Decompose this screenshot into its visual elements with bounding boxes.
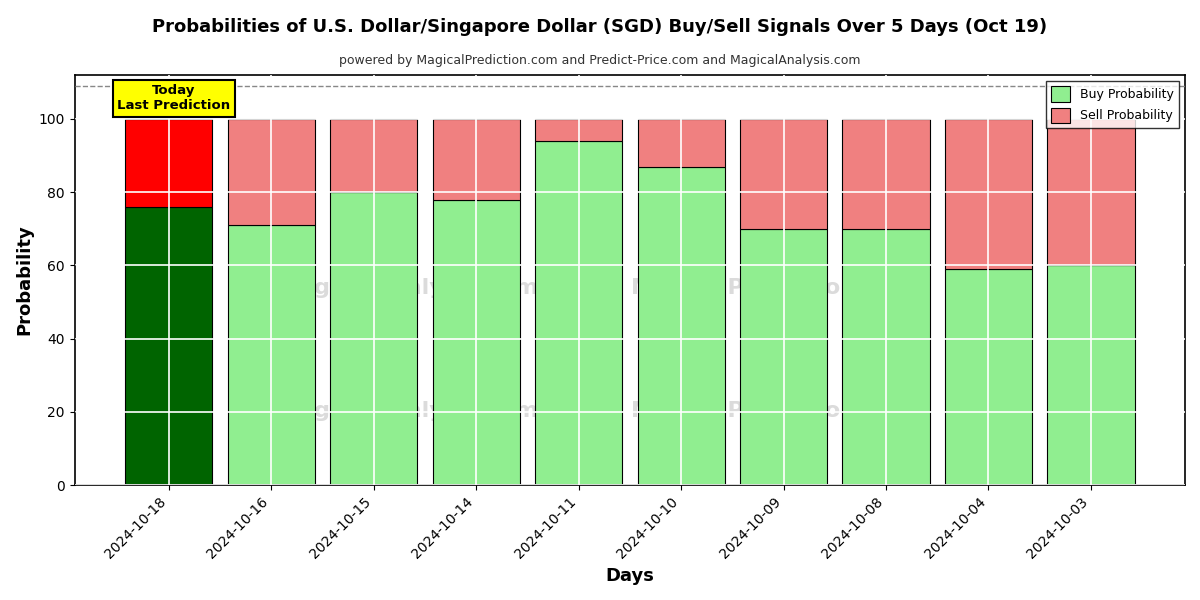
Bar (842, 119, 930, 229)
Text: MagicalPrediction.com: MagicalPrediction.com (631, 278, 917, 298)
Y-axis label: Probability: Probability (16, 225, 34, 335)
Bar (1048, 119, 1134, 265)
Bar (125, 119, 212, 207)
Legend: Buy Probability, Sell Probability: Buy Probability, Sell Probability (1046, 81, 1178, 128)
Bar (944, 119, 1032, 269)
Bar (1048, 265, 1134, 485)
Bar (842, 229, 930, 485)
Bar (944, 269, 1032, 485)
Text: powered by MagicalPrediction.com and Predict-Price.com and MagicalAnalysis.com: powered by MagicalPrediction.com and Pre… (340, 54, 860, 67)
Bar (535, 141, 622, 485)
Bar (330, 192, 418, 485)
Text: MagicalAnalysis.com: MagicalAnalysis.com (277, 401, 539, 421)
Bar (228, 225, 314, 485)
Bar (330, 119, 418, 192)
Bar (637, 119, 725, 167)
Bar (125, 207, 212, 485)
Bar (740, 229, 827, 485)
X-axis label: Days: Days (605, 567, 654, 585)
Bar (637, 167, 725, 485)
Bar (228, 119, 314, 225)
Bar (535, 119, 622, 141)
Bar (740, 119, 827, 229)
Text: Probabilities of U.S. Dollar/Singapore Dollar (SGD) Buy/Sell Signals Over 5 Days: Probabilities of U.S. Dollar/Singapore D… (152, 18, 1048, 36)
Text: MagicalPrediction.com: MagicalPrediction.com (631, 401, 917, 421)
Text: MagicalAnalysis.com: MagicalAnalysis.com (277, 278, 539, 298)
Text: Today
Last Prediction: Today Last Prediction (118, 84, 230, 112)
Bar (432, 119, 520, 200)
Bar (432, 200, 520, 485)
